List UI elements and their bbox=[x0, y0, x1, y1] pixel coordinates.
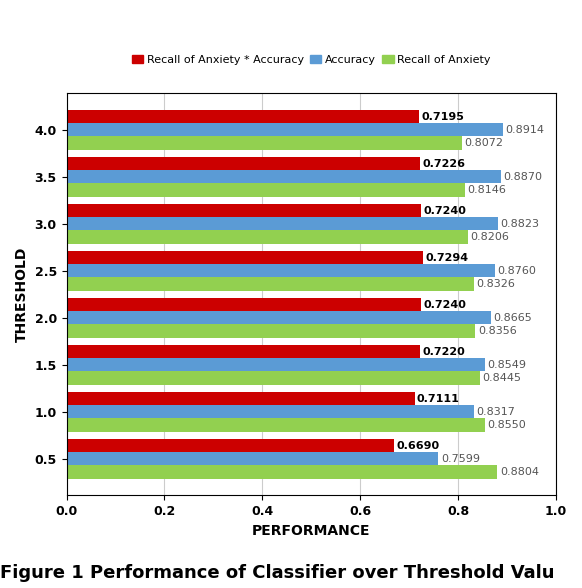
Text: 0.8549: 0.8549 bbox=[487, 360, 526, 370]
Text: 0.8445: 0.8445 bbox=[482, 373, 521, 383]
Text: 0.6690: 0.6690 bbox=[396, 440, 439, 450]
Bar bbox=[66, 311, 491, 325]
Bar bbox=[66, 171, 501, 183]
Bar bbox=[66, 110, 418, 123]
Text: 0.7240: 0.7240 bbox=[423, 300, 466, 310]
Text: Figure 1 Performance of Classifier over Threshold Valu: Figure 1 Performance of Classifier over … bbox=[0, 564, 555, 582]
Bar bbox=[66, 465, 498, 479]
Bar bbox=[66, 345, 420, 358]
Text: 0.8870: 0.8870 bbox=[503, 172, 542, 182]
Text: 0.7220: 0.7220 bbox=[423, 347, 465, 357]
Bar bbox=[66, 405, 474, 419]
Text: 0.7111: 0.7111 bbox=[417, 393, 460, 403]
Text: 0.8665: 0.8665 bbox=[493, 313, 532, 323]
Text: 0.7240: 0.7240 bbox=[423, 206, 466, 216]
Bar bbox=[66, 183, 465, 196]
Text: 0.8146: 0.8146 bbox=[467, 185, 506, 195]
Text: 0.7599: 0.7599 bbox=[441, 454, 480, 464]
Bar bbox=[66, 157, 420, 171]
Bar bbox=[66, 278, 474, 290]
Text: 0.8823: 0.8823 bbox=[501, 219, 540, 229]
Bar bbox=[66, 439, 394, 452]
Bar bbox=[66, 325, 475, 338]
Bar bbox=[66, 123, 503, 136]
Bar bbox=[66, 136, 462, 149]
Text: 0.7294: 0.7294 bbox=[426, 253, 469, 263]
Y-axis label: THRESHOLD: THRESHOLD bbox=[15, 246, 29, 342]
Bar bbox=[66, 372, 480, 385]
Bar bbox=[66, 452, 438, 465]
Bar bbox=[66, 358, 485, 372]
Bar bbox=[66, 298, 421, 311]
X-axis label: PERFORMANCE: PERFORMANCE bbox=[252, 524, 371, 537]
Bar bbox=[66, 264, 495, 278]
Text: 0.8550: 0.8550 bbox=[487, 420, 526, 430]
Bar bbox=[66, 204, 421, 217]
Text: 0.7195: 0.7195 bbox=[421, 112, 464, 122]
Text: 0.7226: 0.7226 bbox=[423, 159, 466, 169]
Text: 0.8760: 0.8760 bbox=[498, 266, 537, 276]
Bar bbox=[66, 230, 468, 243]
Bar bbox=[66, 251, 424, 264]
Text: 0.8317: 0.8317 bbox=[476, 407, 515, 417]
Legend: Recall of Anxiety * Accuracy, Accuracy, Recall of Anxiety: Recall of Anxiety * Accuracy, Accuracy, … bbox=[127, 51, 495, 69]
Bar bbox=[66, 217, 498, 230]
Text: 0.8356: 0.8356 bbox=[478, 326, 517, 336]
Text: 0.8914: 0.8914 bbox=[505, 125, 544, 135]
Text: 0.8326: 0.8326 bbox=[477, 279, 515, 289]
Bar bbox=[66, 419, 485, 432]
Bar bbox=[66, 392, 414, 405]
Text: 0.8206: 0.8206 bbox=[470, 232, 509, 242]
Text: 0.8804: 0.8804 bbox=[500, 467, 539, 477]
Text: 0.8072: 0.8072 bbox=[464, 138, 503, 148]
